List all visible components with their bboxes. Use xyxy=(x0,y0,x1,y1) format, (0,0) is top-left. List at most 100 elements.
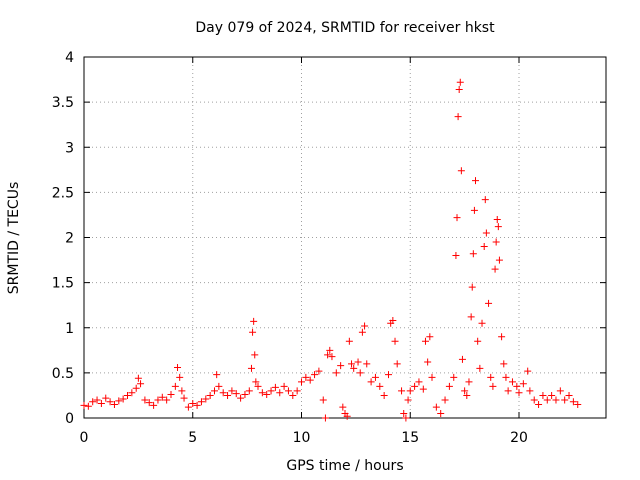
data-point xyxy=(491,265,499,273)
data-point xyxy=(463,391,471,399)
data-point xyxy=(348,360,356,368)
data-point xyxy=(328,353,336,361)
data-point xyxy=(176,373,184,381)
data-point xyxy=(494,223,502,231)
data-point xyxy=(467,313,475,321)
data-point xyxy=(276,389,284,397)
data-point xyxy=(145,399,153,407)
data-point xyxy=(561,396,569,404)
data-point xyxy=(535,400,543,408)
data-point xyxy=(174,363,182,371)
data-point xyxy=(315,367,323,375)
data-point xyxy=(389,317,397,325)
data-point xyxy=(441,396,449,404)
data-point xyxy=(110,400,118,408)
data-point xyxy=(97,400,105,408)
data-point xyxy=(504,387,512,395)
data-point xyxy=(398,387,406,395)
data-point xyxy=(513,382,521,390)
data-point xyxy=(445,382,453,390)
data-point xyxy=(206,391,214,399)
data-point xyxy=(454,113,462,121)
data-point xyxy=(245,387,253,395)
data-point xyxy=(376,382,384,390)
data-point xyxy=(487,373,495,381)
data-point xyxy=(565,391,573,399)
data-point xyxy=(472,177,479,185)
data-point xyxy=(385,371,392,379)
y-tick-label: 4 xyxy=(65,50,74,66)
data-point xyxy=(158,393,166,401)
data-point xyxy=(332,369,340,377)
data-point xyxy=(469,250,477,258)
y-tick-label: 1.5 xyxy=(52,276,74,292)
data-point xyxy=(171,382,179,390)
data-point xyxy=(106,398,114,406)
data-point xyxy=(319,396,327,404)
data-point xyxy=(189,400,197,408)
data-point xyxy=(326,346,334,354)
data-point xyxy=(250,317,258,325)
data-point xyxy=(211,387,218,395)
data-point xyxy=(354,358,362,366)
data-point xyxy=(402,414,410,422)
data-point xyxy=(453,214,461,222)
y-axis-label: SRMTID / TECUs xyxy=(6,182,22,295)
data-point xyxy=(465,378,473,386)
data-point xyxy=(178,387,186,395)
y-tick-labels: 0 0.5 1 1.5 2 2.5 3 3.5 4 xyxy=(52,50,74,427)
data-point xyxy=(419,385,427,393)
data-point xyxy=(128,389,136,397)
data-point xyxy=(184,403,192,411)
data-point xyxy=(470,206,478,214)
data-point xyxy=(393,360,401,368)
data-point xyxy=(482,229,490,237)
data-point xyxy=(339,403,347,411)
data-point xyxy=(224,391,232,399)
data-point xyxy=(428,373,436,381)
data-point xyxy=(502,373,510,381)
data-point xyxy=(481,196,489,204)
data-point xyxy=(478,319,486,327)
data-point xyxy=(228,387,236,395)
x-tick-label: 0 xyxy=(80,430,89,446)
data-point xyxy=(93,396,101,404)
data-point xyxy=(461,387,469,395)
data-point xyxy=(474,337,482,345)
data-point xyxy=(89,398,97,406)
data-point xyxy=(530,396,538,404)
data-point xyxy=(480,243,488,251)
data-point xyxy=(356,369,364,377)
data-point xyxy=(80,401,88,409)
data-point xyxy=(406,387,414,395)
y-tick-label: 3.5 xyxy=(52,95,74,111)
data-point xyxy=(456,78,464,86)
y-tick-label: 3 xyxy=(65,140,74,156)
chart-title: Day 079 of 2024, SRMTID for receiver hks… xyxy=(195,20,495,36)
data-point xyxy=(508,378,516,386)
y-tick-label: 2 xyxy=(65,231,74,247)
data-point xyxy=(371,373,379,381)
grid-lines xyxy=(84,57,606,418)
data-point xyxy=(519,380,527,388)
data-point xyxy=(526,387,534,395)
data-point xyxy=(543,396,551,404)
data-point xyxy=(119,395,127,403)
y-tick-label: 0.5 xyxy=(52,366,74,382)
data-point xyxy=(361,322,369,330)
data-point xyxy=(452,252,460,260)
data-point xyxy=(263,391,271,399)
data-point xyxy=(458,355,466,363)
data-point xyxy=(421,337,429,345)
data-point xyxy=(124,391,131,399)
x-axis-label: GPS time / hours xyxy=(286,458,403,474)
data-point xyxy=(298,378,305,386)
data-point xyxy=(380,391,388,399)
data-point xyxy=(552,396,560,404)
data-point xyxy=(391,337,399,345)
data-point xyxy=(280,382,288,390)
data-point xyxy=(495,256,503,264)
data-point xyxy=(284,387,292,395)
data-point xyxy=(215,382,223,390)
